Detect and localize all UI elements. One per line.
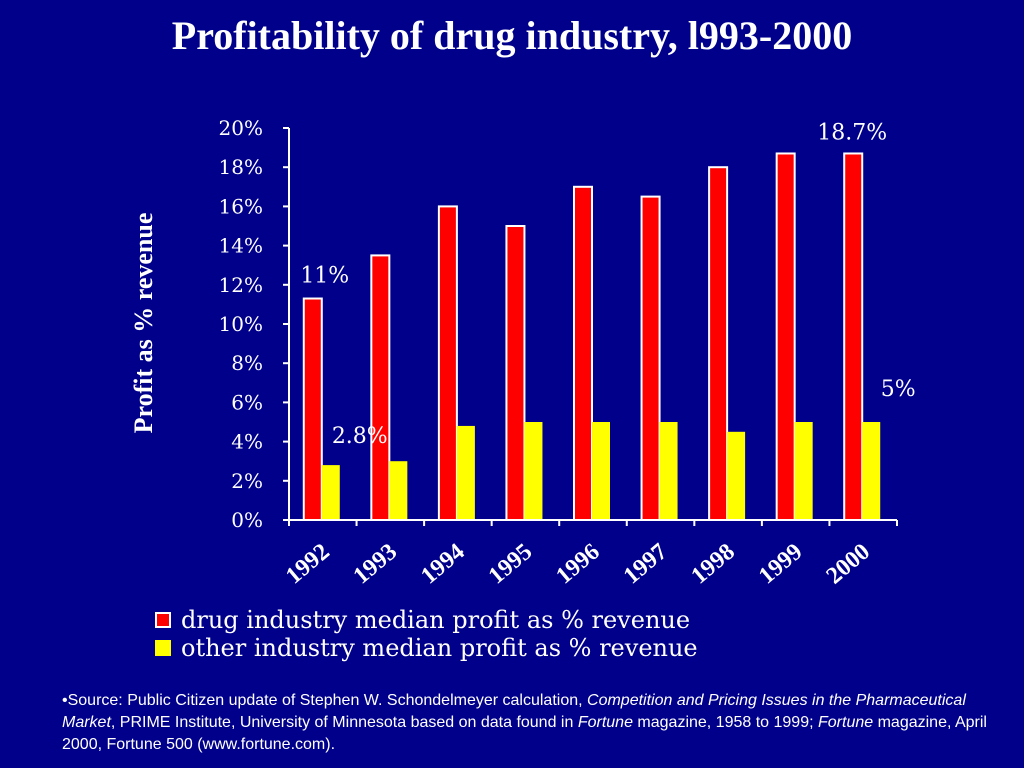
x-tick-label: 1999	[754, 539, 807, 590]
legend-swatch-red	[155, 612, 171, 628]
source-fortune-2: Fortune	[818, 714, 874, 731]
y-tick-label: 16%	[219, 194, 263, 218]
x-tick-label: 2000	[822, 539, 875, 590]
bar-other-1996	[592, 422, 610, 520]
source-fortune-1: Fortune	[577, 714, 633, 731]
source-text-2: , PRIME Institute, University of Minneso…	[110, 714, 578, 731]
data-label: 5%	[881, 377, 916, 402]
legend: drug industry median profit as % revenue…	[155, 606, 698, 662]
y-tick-label: 14%	[219, 234, 263, 258]
source-text-1: •Source: Public Citizen update of Stephe…	[62, 692, 588, 709]
source-citation: •Source: Public Citizen update of Stephe…	[62, 690, 1012, 756]
x-tick-label: 1992	[281, 539, 334, 590]
bar-drug-1992	[302, 297, 323, 521]
y-tick-label: 10%	[219, 312, 263, 336]
bar-other-1992	[321, 465, 340, 520]
y-tick-label: 8%	[231, 351, 263, 375]
y-tick-label: 6%	[231, 390, 263, 414]
x-tick-label: 1998	[686, 539, 739, 590]
data-label: 18.7%	[817, 120, 887, 145]
source-text-3: magazine, 1958 to 1999;	[632, 714, 818, 731]
y-tick-label: 0%	[231, 508, 263, 532]
bar-chart: Profit as % revenue 0% 2% 4% 6% 8% 10% 12% 14% 1…	[129, 116, 916, 590]
bar-other-2000	[862, 422, 881, 520]
bar-other-1994	[456, 425, 475, 520]
bar-drug-1993	[370, 254, 391, 521]
bar-drug-1999	[775, 152, 796, 521]
legend-swatch-yellow	[155, 640, 171, 656]
x-tick-label: 1997	[619, 539, 672, 590]
bar-other-1993	[389, 461, 408, 520]
bar-drug-1996	[573, 185, 593, 522]
data-label: 2.8%	[332, 424, 388, 449]
legend-item-other: other industry median profit as % revenu…	[155, 634, 698, 662]
y-tick-label: 12%	[219, 273, 263, 297]
source-text-4: magazine, April 2000, Fortune 500 (www.f…	[62, 714, 987, 753]
page-title: Profitability of drug industry, l993-200…	[171, 13, 853, 58]
legend-label-other: other industry median profit as % revenu…	[181, 634, 698, 662]
source-book-title: Competition and Pricing Issues in the Ph…	[62, 692, 966, 731]
bar-other-1999	[794, 422, 813, 520]
y-axis-label: Profit as % revenue	[129, 213, 158, 434]
x-tick-label: 1996	[551, 539, 604, 590]
bar-drug-1994	[437, 205, 458, 521]
bar-drug-1995	[505, 225, 526, 521]
x-tick-label: 1994	[416, 539, 469, 590]
bar-drug-1998	[708, 166, 729, 521]
data-label: 11%	[300, 264, 349, 289]
x-tick-label: 1993	[349, 539, 402, 590]
legend-item-drug: drug industry median profit as % revenue	[155, 606, 698, 634]
x-tick-label: 1995	[484, 539, 537, 590]
y-tick-label: 2%	[231, 469, 263, 493]
y-tick-label: 18%	[219, 155, 263, 179]
bar-drug-1997	[640, 195, 661, 521]
bar-other-1995	[524, 422, 543, 520]
y-tick-label: 20%	[219, 116, 263, 140]
legend-label-drug: drug industry median profit as % revenue	[181, 606, 691, 634]
bar-drug-2000	[843, 152, 864, 521]
y-tick-label: 4%	[231, 430, 263, 454]
bar-other-1998	[727, 431, 746, 520]
bar-other-1997	[659, 422, 678, 520]
